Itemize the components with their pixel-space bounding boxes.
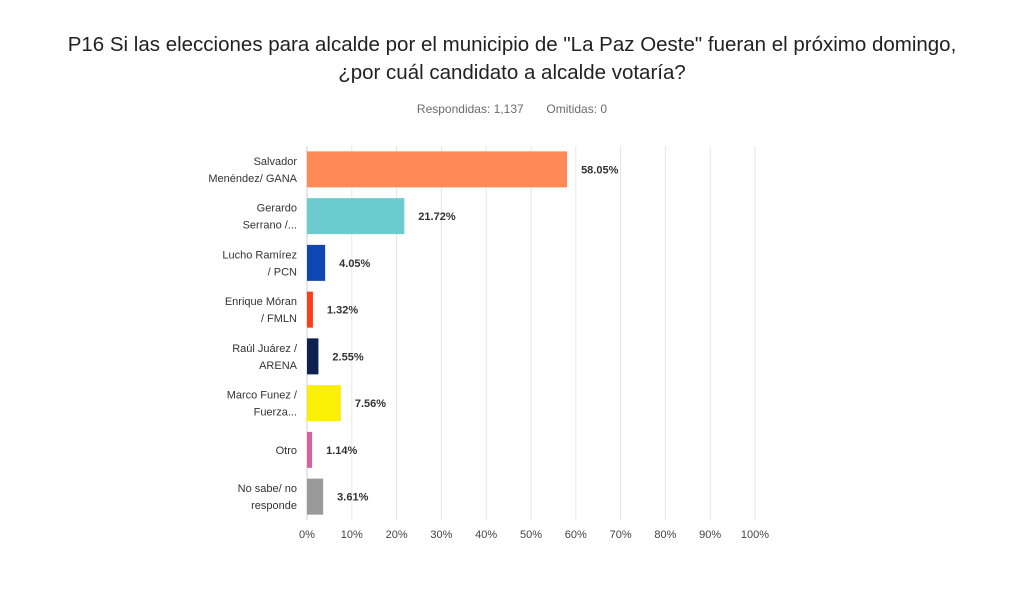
response-stats: Respondidas: 1,137 Omitidas: 0 [0,102,1024,116]
chart-title-line-2: ¿por cuál candidato a alcalde votaría? [338,61,686,84]
bar-value-label: 58.05% [581,164,619,176]
x-tick-label: 30% [430,529,452,541]
skipped-value: 0 [600,102,608,116]
category-label: responde [251,500,297,512]
category-label: Marco Funez / [227,390,298,402]
bar [307,385,341,422]
bar [307,244,326,281]
bar [307,478,324,515]
chart-title-line-1: P16 Si las elecciones para alcalde por e… [67,33,957,56]
category-label: Fuerza... [254,407,297,419]
bar-value-label: 2.55% [332,351,363,363]
category-label: Serrano /... [243,220,297,232]
bar-value-label: 1.32% [327,305,358,317]
bar [307,338,319,375]
bar-value-label: 7.56% [355,398,386,410]
bar-value-label: 1.14% [326,445,357,457]
category-label: Otro [276,445,297,457]
x-tick-label: 60% [565,529,587,541]
category-label: Menéndez/ GANA [208,173,297,185]
category-label: Raúl Juárez / [232,343,298,355]
bar [307,198,405,235]
bar [307,431,313,468]
category-label: Lucho Ramírez [222,249,297,261]
skipped-label: Omitidas: [546,102,598,116]
chart-title: P16 Si las elecciones para alcalde por e… [0,31,1024,87]
bar [307,291,313,328]
category-label: Gerardo [257,203,297,215]
x-tick-label: 100% [741,529,769,541]
bar [307,151,568,188]
category-label: Enrique Móran [225,296,297,308]
category-label: ARENA [259,360,298,372]
x-tick-label: 50% [520,529,542,541]
bar-value-label: 3.61% [337,492,368,504]
x-tick-label: 90% [699,529,721,541]
x-tick-label: 20% [386,529,408,541]
answered-label: Respondidas: [416,102,491,116]
x-tick-label: 70% [610,529,632,541]
bar-value-label: 21.72% [418,211,456,223]
category-label: Salvador [254,156,298,168]
x-tick-label: 0% [299,529,315,541]
x-tick-label: 40% [475,529,497,541]
bar-value-label: 4.05% [339,258,370,270]
category-label: / FMLN [261,313,297,325]
answered-value: 1,137 [493,102,524,116]
x-tick-label: 10% [341,529,363,541]
category-label: No sabe/ no [238,483,297,495]
category-label: / PCN [268,266,297,278]
x-tick-label: 80% [654,529,676,541]
